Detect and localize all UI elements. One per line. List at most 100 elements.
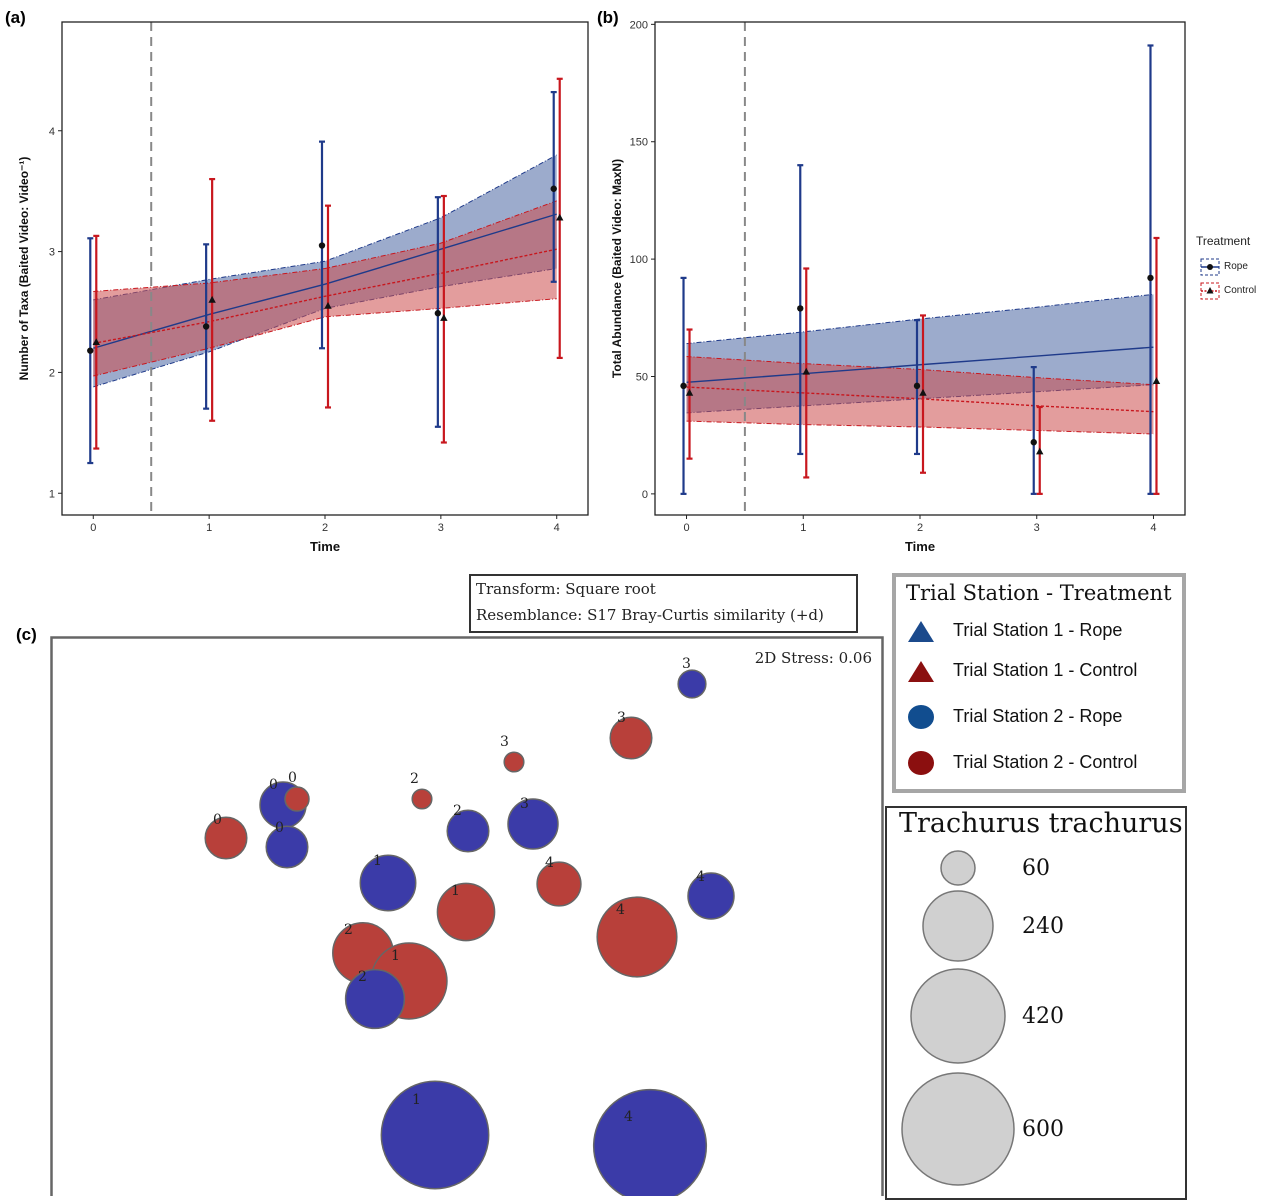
circle-icon: [1207, 264, 1213, 270]
nmds-point-control: [596, 896, 678, 978]
nmds-point-label: 3: [617, 710, 626, 726]
size-bubble-600: [901, 1072, 1015, 1186]
nmds-point-control: [436, 882, 496, 942]
resemblance-text: Resemblance: S17 Bray-Curtis similarity …: [476, 606, 824, 624]
data-point-control: [324, 301, 332, 309]
y-tick-label: 50: [636, 371, 648, 383]
abundance-chart: 0 1 2 3 4 0 50 100 150 200 Time Total Abundance (Ba…: [610, 19, 1186, 554]
nmds-point-label: 4: [624, 1109, 633, 1125]
nmds-point-label: 1: [391, 948, 400, 964]
data-point-rope: [318, 242, 326, 249]
data-point-control: [208, 295, 216, 303]
nmds-point-control: [536, 861, 582, 907]
data-point-rope: [202, 323, 210, 330]
y-tick-label: 100: [630, 254, 648, 266]
x-tick-label: 3: [438, 522, 444, 534]
data-point-rope: [1147, 274, 1154, 282]
nmds-point-label: 1: [373, 853, 382, 869]
triangle-icon: [908, 661, 934, 682]
y-tick-label: 1: [49, 488, 55, 500]
size-label-420: 420: [1022, 1004, 1064, 1029]
data-point-control: [685, 388, 694, 396]
trial-station-legend-title: Trial Station - Treatment: [906, 581, 1172, 605]
nmds-point-rope: [507, 798, 559, 850]
nmds-point-label: 2: [358, 969, 367, 985]
size-bubble-240: [922, 890, 994, 962]
nmds-point-rope: [344, 968, 406, 1030]
nmds-point-label: 1: [412, 1092, 421, 1108]
circle-icon: [908, 751, 934, 775]
data-point-control: [919, 388, 927, 396]
nmds-point-label: 4: [696, 869, 705, 885]
y-tick-label: 2: [49, 367, 55, 379]
data-point-rope: [680, 382, 687, 390]
data-point-control: [92, 338, 100, 346]
legend-item-ts1-control: Trial Station 1 - Control: [953, 660, 1138, 680]
data-point-rope: [434, 310, 442, 317]
band-lower-control: [686, 420, 1154, 435]
panel-c-label: (c): [16, 625, 37, 644]
nmds-point-rope: [677, 669, 707, 699]
trial-station-legend: Trial Station - Treatment Trial Station …: [892, 573, 1186, 793]
nmds-point-label: 1: [451, 883, 460, 899]
fit-line-rope: [93, 213, 557, 349]
legend-item-ts2-control: Trial Station 2 - Control: [953, 752, 1138, 772]
data-point-control: [556, 213, 564, 221]
nmds-point-label: 0: [288, 770, 297, 786]
x-tick-label: 4: [1150, 522, 1156, 534]
circle-icon: [908, 705, 934, 729]
size-label-60: 60: [1022, 856, 1050, 881]
size-legend: Trachurus trachurus 60 240 420 600: [885, 806, 1187, 1200]
x-tick-label: 0: [683, 522, 689, 534]
nmds-point-label: 2: [344, 922, 353, 938]
y-axis-title: Number of Taxa (Baited Video: Video⁻¹): [17, 157, 31, 381]
treatment-legend: Treatment Rope Control: [1196, 234, 1271, 304]
triangle-icon: [1206, 287, 1214, 294]
data-point-control: [440, 314, 448, 321]
nmds-point-label: 3: [500, 734, 509, 750]
data-point-rope: [550, 185, 557, 192]
nmds-point-label: 2: [410, 771, 419, 787]
ci-band-control: [93, 200, 557, 377]
treatment-legend-title: Treatment: [1196, 234, 1251, 248]
data-point-rope: [913, 382, 921, 390]
nmds-point-label: 4: [545, 855, 554, 871]
size-legend-title: Trachurus trachurus: [899, 808, 1183, 839]
nmds-point-rope: [592, 1088, 708, 1196]
x-tick-label: 2: [917, 522, 923, 534]
control-legend-label: Control: [1224, 285, 1257, 296]
nmds-point-label: 3: [520, 796, 529, 812]
nmds-point-label: 0: [213, 812, 222, 828]
nmds-point-rope: [380, 1080, 490, 1190]
control-legend-key: [1200, 282, 1220, 300]
rope-legend-label: Rope: [1224, 261, 1248, 272]
nmds-point-label: 0: [275, 820, 284, 836]
size-label-240: 240: [1022, 914, 1064, 939]
transform-text: Transform: Square root: [476, 580, 656, 598]
size-label-600: 600: [1022, 1117, 1064, 1142]
nmds-point-control: [503, 751, 525, 773]
x-tick-label: 1: [206, 522, 212, 534]
band-upper-rope: [93, 154, 557, 301]
band-upper-rope: [686, 293, 1154, 345]
band-lower-control: [93, 298, 557, 377]
data-point-rope: [797, 305, 804, 312]
x-axis-title: Time: [310, 539, 340, 554]
size-legend-bubbles: 60 240 420 600: [901, 850, 1064, 1186]
nmds-point-rope: [446, 809, 490, 853]
x-tick-label: 4: [554, 522, 560, 534]
data-point-rope: [1030, 439, 1037, 446]
nmds-point-control: [284, 786, 310, 812]
y-tick-label: 150: [630, 137, 648, 149]
x-tick-label: 1: [800, 522, 806, 534]
transform-info-box: Transform: Square root Resemblance: S17 …: [469, 574, 858, 633]
size-bubble-60: [940, 850, 976, 886]
legend-item-ts2-rope: Trial Station 2 - Rope: [953, 706, 1123, 726]
y-tick-label: 3: [49, 247, 55, 259]
y-tick-label: 200: [630, 19, 648, 31]
rope-legend-key: [1200, 258, 1220, 276]
nmds-point-rope: [265, 825, 309, 869]
x-axis-title: Time: [905, 539, 935, 554]
y-tick-label: 4: [49, 126, 55, 138]
nmds-point-label: 4: [616, 902, 625, 918]
